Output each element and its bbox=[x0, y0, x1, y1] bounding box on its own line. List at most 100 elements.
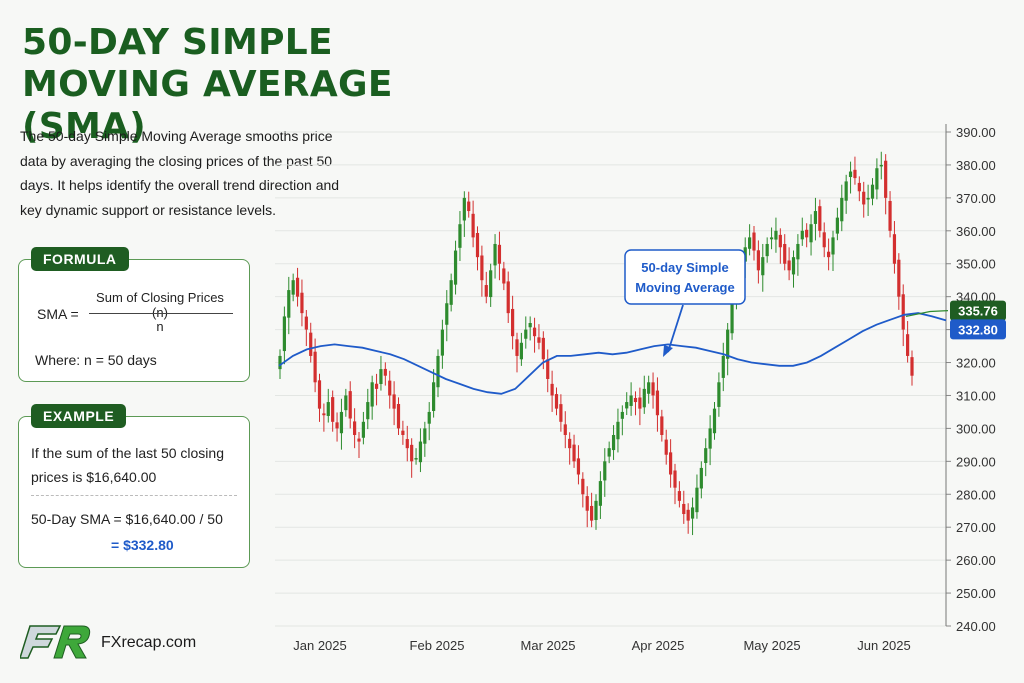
candle-body bbox=[822, 232, 826, 248]
candle-body bbox=[572, 444, 576, 462]
y-tick-label: 280.00 bbox=[956, 487, 996, 502]
candle-body bbox=[726, 329, 730, 359]
candle-body bbox=[353, 421, 357, 435]
candle-body bbox=[783, 244, 787, 264]
formula-box: FORMULA SMA = Sum of Closing Prices (n) … bbox=[18, 247, 250, 382]
candle-body bbox=[594, 500, 598, 521]
y-tick-label: 260.00 bbox=[956, 553, 996, 568]
candle-body bbox=[401, 430, 405, 435]
example-text: If the sum of the last 50 closing prices… bbox=[31, 445, 224, 485]
candle-body bbox=[563, 424, 567, 435]
candle-body bbox=[537, 337, 541, 343]
candle-body bbox=[546, 359, 550, 379]
candle-body bbox=[748, 237, 752, 249]
candle-body bbox=[673, 470, 677, 488]
fr-logo-icon bbox=[18, 625, 91, 659]
candle-body bbox=[796, 243, 800, 260]
x-tick-label: Mar 2025 bbox=[521, 638, 576, 653]
candle-body bbox=[730, 303, 734, 334]
candle-body bbox=[879, 164, 883, 167]
candle-body bbox=[818, 206, 822, 231]
last-price-label: 335.76 bbox=[958, 304, 998, 319]
candle-body bbox=[603, 461, 607, 481]
candle-body bbox=[875, 168, 879, 190]
candle-body bbox=[357, 438, 361, 442]
candle-body bbox=[278, 355, 282, 370]
candle-body bbox=[827, 251, 831, 258]
candle-body bbox=[291, 280, 295, 295]
candle-body bbox=[581, 478, 585, 495]
candle-body bbox=[866, 197, 870, 200]
candle-body bbox=[655, 390, 660, 416]
candle-body bbox=[550, 383, 554, 396]
candle-body bbox=[418, 441, 423, 463]
candle-body bbox=[884, 160, 888, 198]
candle-body bbox=[383, 368, 387, 376]
candle-body bbox=[690, 507, 695, 519]
candle-body bbox=[309, 332, 313, 356]
candle-body bbox=[686, 509, 690, 521]
candle-body bbox=[379, 369, 383, 385]
candle-body bbox=[344, 395, 348, 411]
candle-body bbox=[559, 404, 563, 422]
site-name[interactable]: FXrecap.com bbox=[101, 634, 197, 651]
candle-body bbox=[502, 268, 506, 284]
candle-body bbox=[607, 448, 611, 457]
candle-body bbox=[326, 402, 330, 416]
candle-body bbox=[791, 257, 796, 275]
y-tick-label: 250.00 bbox=[956, 586, 996, 601]
candle-body bbox=[515, 339, 519, 356]
candle-body bbox=[423, 428, 427, 444]
candle-body bbox=[388, 380, 392, 396]
candle-body bbox=[910, 357, 914, 376]
candle-body bbox=[370, 382, 374, 407]
candle-body bbox=[888, 200, 892, 231]
y-tick-label: 310.00 bbox=[956, 388, 996, 403]
formula-where: Where: n = 50 days bbox=[35, 352, 157, 368]
x-tick-label: May 2025 bbox=[743, 638, 800, 653]
candle-body bbox=[519, 342, 523, 360]
candle-body bbox=[480, 255, 484, 281]
sma-price-label: 332.80 bbox=[958, 322, 998, 337]
formula-numerator: Sum of Closing Prices (n) bbox=[96, 290, 224, 320]
candle-body bbox=[436, 355, 440, 388]
candle-body bbox=[660, 416, 664, 435]
candle-body bbox=[625, 402, 629, 409]
candle-body bbox=[708, 428, 712, 449]
x-tick-label: Jun 2025 bbox=[857, 638, 911, 653]
candle-body bbox=[405, 439, 409, 449]
candle-body bbox=[778, 234, 782, 248]
annotation-text: 50-day Simple bbox=[641, 260, 728, 275]
candle-body bbox=[677, 491, 681, 501]
x-tick-label: Jan 2025 bbox=[293, 638, 347, 653]
candle-body bbox=[870, 184, 875, 199]
candle-body bbox=[511, 308, 515, 337]
candle-body bbox=[620, 411, 624, 419]
x-tick-label: Apr 2025 bbox=[632, 638, 685, 653]
y-tick-label: 360.00 bbox=[956, 224, 996, 239]
annotation-arrow-line bbox=[667, 304, 684, 353]
candle-body bbox=[467, 201, 471, 212]
candle-body bbox=[848, 171, 853, 178]
candle-body bbox=[489, 270, 493, 298]
candle-body bbox=[374, 383, 379, 389]
candle-body bbox=[853, 169, 857, 179]
candle-body bbox=[642, 388, 646, 408]
candle-body bbox=[339, 411, 344, 434]
candle-body bbox=[392, 394, 396, 409]
y-tick-label: 300.00 bbox=[956, 421, 996, 436]
candle-body bbox=[524, 329, 528, 339]
candle-body bbox=[304, 316, 308, 330]
candle-body bbox=[295, 277, 300, 297]
candle-body bbox=[721, 355, 725, 378]
candle-body bbox=[528, 323, 532, 328]
candle-body bbox=[682, 503, 686, 515]
candle-body bbox=[590, 505, 594, 521]
candle-body bbox=[629, 395, 633, 406]
candle-body bbox=[585, 496, 589, 511]
candle-body bbox=[445, 303, 449, 325]
candle-body bbox=[835, 217, 839, 234]
candle-body bbox=[410, 444, 414, 462]
candle-body bbox=[396, 403, 401, 429]
